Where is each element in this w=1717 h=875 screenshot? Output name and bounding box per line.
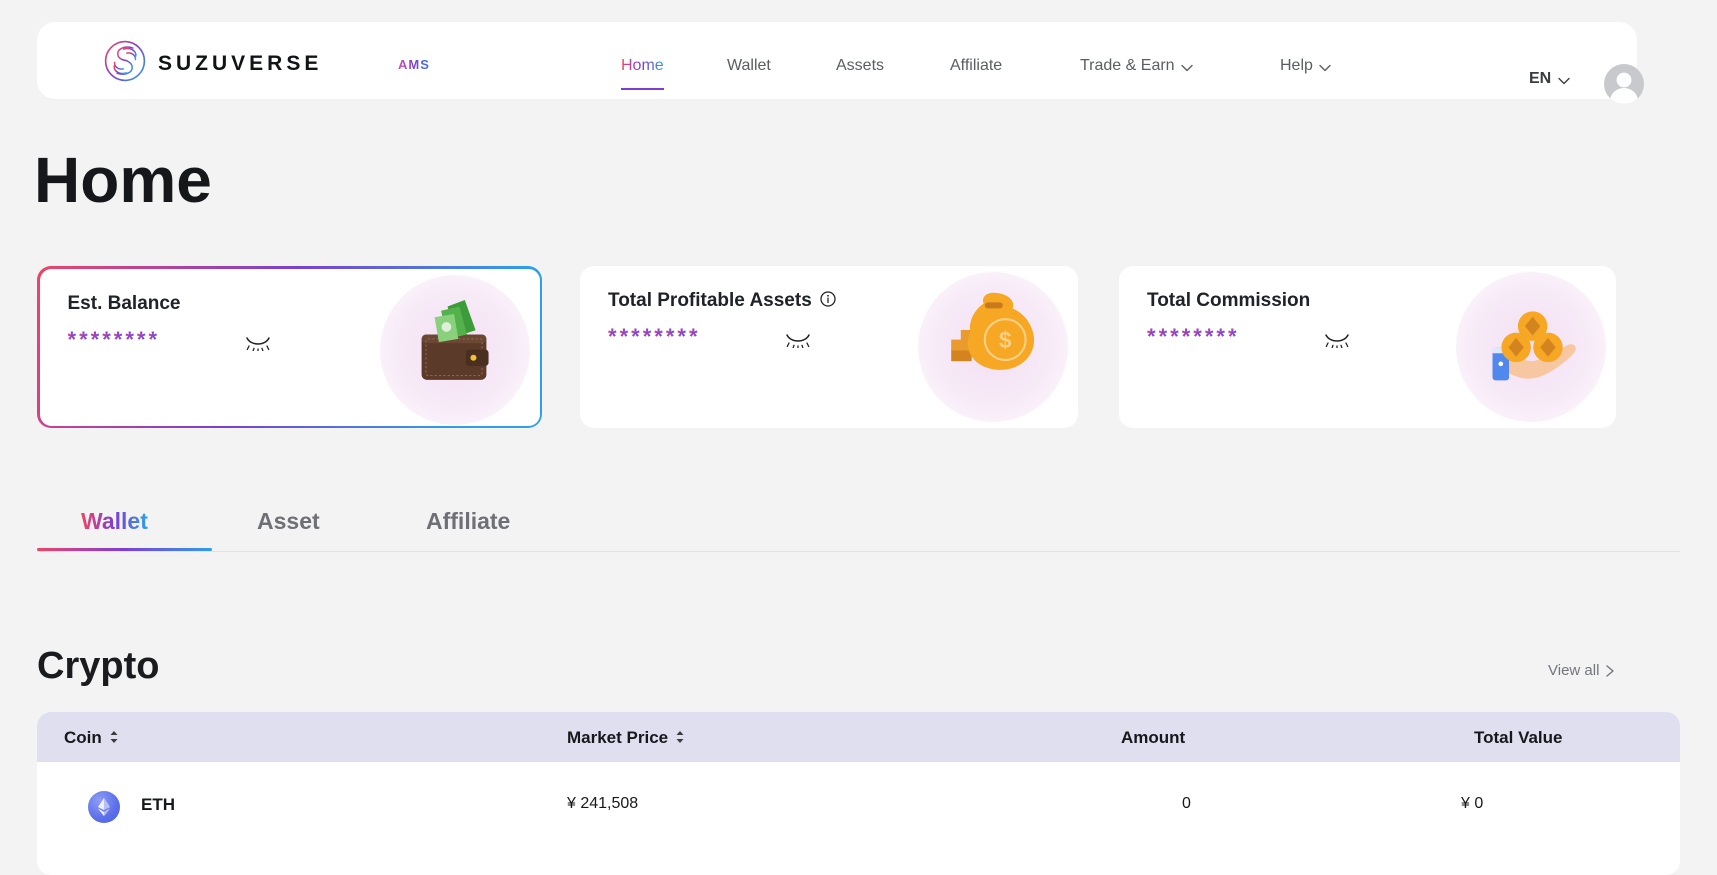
svg-text:$: $: [999, 327, 1012, 353]
